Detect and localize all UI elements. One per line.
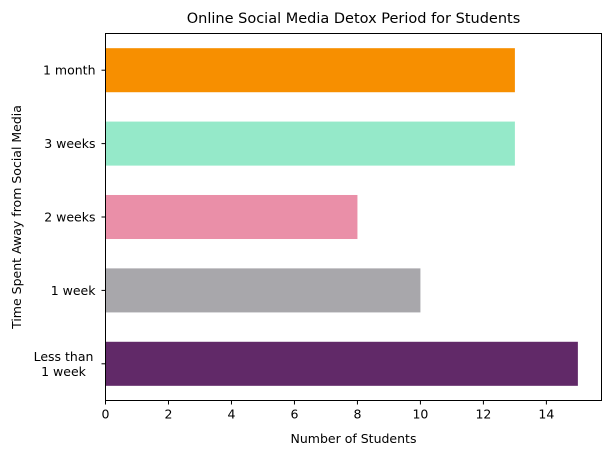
y-axis-label: Time Spent Away from Social Media bbox=[9, 105, 24, 330]
chart-title: Online Social Media Detox Period for Stu… bbox=[187, 11, 521, 27]
x-tick-label-5: 10 bbox=[412, 407, 428, 422]
x-tick-label-4: 8 bbox=[353, 407, 361, 422]
bar-0 bbox=[105, 341, 578, 386]
y-tick-label-0-1: 1 week bbox=[41, 364, 87, 379]
y-tick-label-2-0: 2 weeks bbox=[44, 210, 95, 225]
bars-layer bbox=[105, 48, 578, 386]
y-tick-label-0-0: Less than bbox=[34, 349, 94, 364]
bar-2 bbox=[105, 194, 358, 240]
x-tick-label-0: 0 bbox=[102, 407, 110, 422]
y-tick-label-3-0: 3 weeks bbox=[44, 136, 95, 151]
x-tick-label-6: 12 bbox=[475, 407, 491, 422]
x-axis-ticks: 0 2 4 6 8 10 12 14 bbox=[102, 400, 554, 422]
x-tick-label-3: 6 bbox=[290, 407, 298, 422]
x-tick-label-2: 4 bbox=[227, 407, 235, 422]
bar-3 bbox=[105, 121, 515, 166]
y-tick-label-1-0: 1 week bbox=[51, 283, 97, 298]
bar-1 bbox=[105, 268, 421, 313]
bar-4 bbox=[105, 48, 515, 93]
x-axis-label: Number of Students bbox=[291, 431, 417, 446]
x-tick-label-1: 2 bbox=[165, 407, 173, 422]
x-tick-label-7: 14 bbox=[538, 407, 554, 422]
y-tick-label-4-0: 1 month bbox=[43, 63, 96, 78]
